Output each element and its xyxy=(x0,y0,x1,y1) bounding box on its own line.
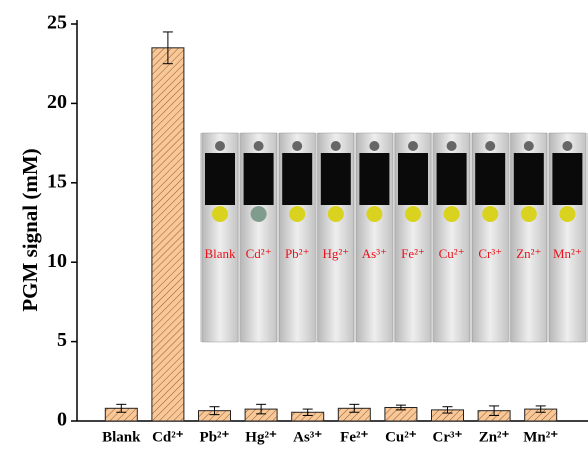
strip-spot xyxy=(482,206,498,222)
strip-spot xyxy=(251,206,267,222)
strip-hole xyxy=(485,141,495,151)
strip-hole xyxy=(331,141,341,151)
inset-label: Mn²⁺ xyxy=(553,246,582,261)
strip-spot xyxy=(444,206,460,222)
strip-spot xyxy=(405,206,421,222)
strip-window xyxy=(205,153,235,205)
inset-label: As³⁺ xyxy=(362,246,387,261)
strip-window xyxy=(244,153,274,205)
inset-label: Fe²⁺ xyxy=(401,246,425,261)
bar-hatch xyxy=(152,48,184,421)
strip-hole xyxy=(292,141,302,151)
inset-label: Cr³⁺ xyxy=(478,246,502,261)
y-tick-label: 25 xyxy=(47,12,67,34)
strip-spot xyxy=(328,206,344,222)
x-tick-label: Cd²⁺ xyxy=(152,429,184,445)
y-tick-label: 20 xyxy=(47,91,67,113)
y-tick-label: 5 xyxy=(57,329,67,351)
x-tick-label: Cu²⁺ xyxy=(385,429,417,445)
page: Blank Cd²⁺ Pb²⁺ Hg²⁺ As³⁺ Fe²⁺ Cu²⁺ Cr³⁺ Zn²⁺ Mn²… xyxy=(0,0,588,449)
strip-window xyxy=(437,153,467,205)
y-tick-label: 0 xyxy=(57,409,67,431)
inset-photo: Blank Cd²⁺ Pb²⁺ Hg²⁺ As³⁺ Fe²⁺ Cu²⁺ Cr³⁺ Zn²⁺ Mn²… xyxy=(200,133,588,342)
inset-label: Cd²⁺ xyxy=(246,246,272,261)
strip-window xyxy=(475,153,505,205)
strip-hole xyxy=(369,141,379,151)
strip-window xyxy=(514,153,544,205)
strip-window xyxy=(359,153,389,205)
strip-hole xyxy=(447,141,457,151)
strip-window xyxy=(282,153,312,205)
x-tick-label: Pb²⁺ xyxy=(200,429,230,445)
strip-spot xyxy=(366,206,382,222)
chart: Blank Cd²⁺ Pb²⁺ Hg²⁺ As³⁺ Fe²⁺ Cu²⁺ Cr³⁺ Zn²⁺ Mn²… xyxy=(0,0,588,449)
x-tick-label: Zn²⁺ xyxy=(479,429,510,445)
inset-label: Zn²⁺ xyxy=(516,246,541,261)
x-tick-label: Hg²⁺ xyxy=(245,429,277,445)
x-tick-label: As³⁺ xyxy=(293,429,322,445)
strip-hole xyxy=(562,141,572,151)
x-tick-label: Cr³⁺ xyxy=(433,429,463,445)
inset-label: Hg²⁺ xyxy=(322,246,349,261)
strip-hole xyxy=(215,141,225,151)
inset-label: Cu²⁺ xyxy=(439,246,465,261)
x-tick-label: Fe²⁺ xyxy=(340,429,368,445)
x-tick-label: Mn²⁺ xyxy=(523,429,558,445)
strip-spot xyxy=(521,206,537,222)
strip-hole xyxy=(254,141,264,151)
strip-window xyxy=(321,153,351,205)
strip-hole xyxy=(408,141,418,151)
inset-label: Pb²⁺ xyxy=(285,246,310,261)
inset-label: Blank xyxy=(204,246,236,261)
y-axis-label: PGM signal (mM) xyxy=(18,148,42,311)
strip-hole xyxy=(524,141,534,151)
strip-spot xyxy=(559,206,575,222)
strip-spot xyxy=(289,206,305,222)
strip-spot xyxy=(212,206,228,222)
x-tick-label: Blank xyxy=(102,429,141,445)
strip-window xyxy=(398,153,428,205)
y-tick-label: 15 xyxy=(47,170,67,192)
strip-window xyxy=(552,153,582,205)
y-tick-label: 10 xyxy=(47,250,67,272)
